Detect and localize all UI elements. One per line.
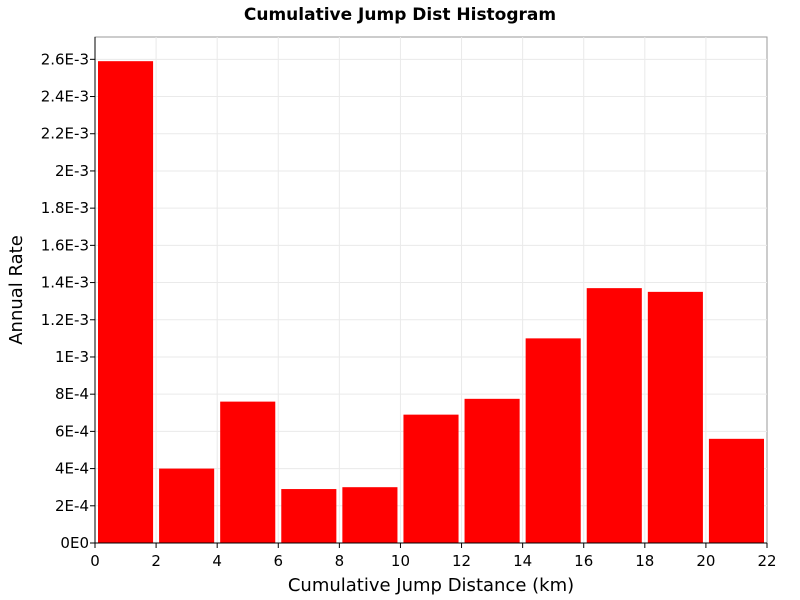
x-tick-label: 22 [757,552,776,570]
y-tick-label: 1E-3 [55,348,89,366]
histogram-bar [708,438,764,543]
y-tick-label: 2E-4 [55,497,89,515]
x-tick-label: 16 [574,552,593,570]
x-tick-label: 18 [635,552,654,570]
y-tick-label: 1.6E-3 [41,236,89,254]
x-tick-label: 4 [212,552,222,570]
y-tick-label: 6E-4 [55,422,89,440]
y-tick-label: 2.4E-3 [41,88,89,106]
bar-series [98,61,764,543]
x-tick-label: 12 [452,552,471,570]
x-tick-label: 10 [391,552,410,570]
x-axis-ticks: 0 2 4 6 8 10 12 14 16 18 20 22 [90,543,777,570]
y-tick-label: 2E-3 [55,162,89,180]
x-tick-label: 6 [273,552,283,570]
histogram-bar [525,338,581,543]
y-axis-ticks: 0E0 2E-4 4E-4 6E-4 8E-4 1E-3 1.2E-3 1.4E-3 1.6E-… [41,50,95,552]
x-axis-label: Cumulative Jump Distance (km) [288,575,574,596]
histogram-bar [220,401,276,543]
y-tick-label: 1.8E-3 [41,199,89,217]
x-tick-label: 2 [151,552,161,570]
y-tick-label: 8E-4 [55,385,89,403]
histogram-bar [98,61,154,543]
y-tick-label: 4E-4 [55,460,89,478]
x-tick-label: 14 [513,552,532,570]
histogram-bar [464,398,520,543]
y-axis-label: Annual Rate [6,235,27,345]
histogram-bar [586,288,642,543]
x-tick-label: 0 [90,552,100,570]
histogram-bar [342,487,398,543]
y-tick-label: 2.6E-3 [41,50,89,68]
y-tick-label: 2.2E-3 [41,125,89,143]
histogram-bar [281,489,337,543]
y-tick-label: 1.4E-3 [41,274,89,292]
histogram-bar [159,468,215,543]
x-tick-label: 8 [335,552,345,570]
x-tick-label: 20 [696,552,715,570]
y-tick-label: 1.2E-3 [41,311,89,329]
histogram-bar [647,291,703,543]
chart-title: Cumulative Jump Dist Histogram [244,5,556,25]
y-tick-label: 0E0 [60,534,89,552]
histogram-bar [403,414,459,543]
